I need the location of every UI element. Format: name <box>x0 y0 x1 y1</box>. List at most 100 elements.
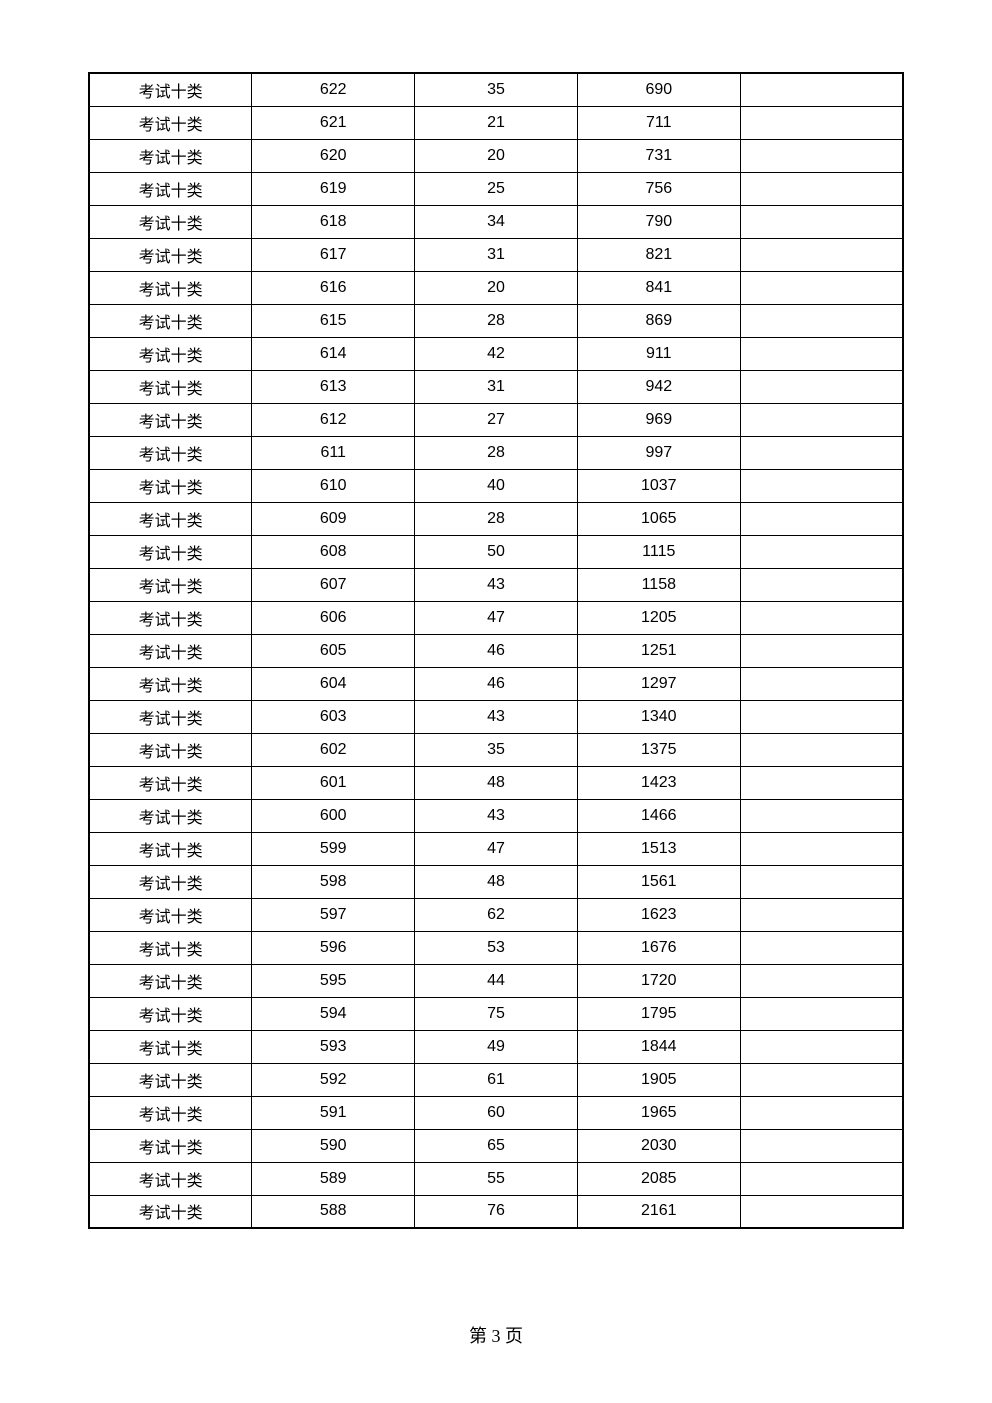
cell-category: 考试十类 <box>89 1063 252 1096</box>
cell-note <box>740 1030 903 1063</box>
table-row: 考试十类590652030 <box>89 1129 903 1162</box>
table-row: 考试十类593491844 <box>89 1030 903 1063</box>
cell-count: 35 <box>415 73 578 106</box>
cell-category: 考试十类 <box>89 238 252 271</box>
cell-note <box>740 1063 903 1096</box>
cell-category: 考试十类 <box>89 502 252 535</box>
cell-category: 考试十类 <box>89 799 252 832</box>
table-row: 考试十类61731821 <box>89 238 903 271</box>
cell-score: 590 <box>252 1129 415 1162</box>
cell-cumulative: 1115 <box>577 535 740 568</box>
cell-score: 613 <box>252 370 415 403</box>
cell-cumulative: 1375 <box>577 733 740 766</box>
cell-score: 611 <box>252 436 415 469</box>
cell-category: 考试十类 <box>89 73 252 106</box>
cell-count: 43 <box>415 568 578 601</box>
cell-count: 48 <box>415 865 578 898</box>
cell-count: 21 <box>415 106 578 139</box>
cell-cumulative: 1205 <box>577 601 740 634</box>
table-row: 考试十类61442911 <box>89 337 903 370</box>
cell-cumulative: 969 <box>577 403 740 436</box>
cell-note <box>740 898 903 931</box>
cell-note <box>740 205 903 238</box>
table-row: 考试十类602351375 <box>89 733 903 766</box>
cell-score: 597 <box>252 898 415 931</box>
cell-score: 620 <box>252 139 415 172</box>
cell-score: 615 <box>252 304 415 337</box>
cell-category: 考试十类 <box>89 634 252 667</box>
cell-note <box>740 634 903 667</box>
cell-note <box>740 1195 903 1228</box>
cell-score: 621 <box>252 106 415 139</box>
table-row: 考试十类596531676 <box>89 931 903 964</box>
cell-score: 604 <box>252 667 415 700</box>
cell-cumulative: 790 <box>577 205 740 238</box>
cell-category: 考试十类 <box>89 172 252 205</box>
cell-count: 43 <box>415 700 578 733</box>
cell-cumulative: 1795 <box>577 997 740 1030</box>
cell-score: 589 <box>252 1162 415 1195</box>
cell-count: 76 <box>415 1195 578 1228</box>
cell-count: 75 <box>415 997 578 1030</box>
cell-cumulative: 1513 <box>577 832 740 865</box>
cell-note <box>740 73 903 106</box>
cell-cumulative: 1423 <box>577 766 740 799</box>
cell-cumulative: 1340 <box>577 700 740 733</box>
cell-cumulative: 2030 <box>577 1129 740 1162</box>
cell-score: 588 <box>252 1195 415 1228</box>
cell-note <box>740 832 903 865</box>
table-row: 考试十类598481561 <box>89 865 903 898</box>
cell-score: 607 <box>252 568 415 601</box>
cell-category: 考试十类 <box>89 436 252 469</box>
cell-count: 48 <box>415 766 578 799</box>
cell-category: 考试十类 <box>89 568 252 601</box>
cell-category: 考试十类 <box>89 139 252 172</box>
cell-note <box>740 1129 903 1162</box>
cell-note <box>740 1162 903 1195</box>
cell-cumulative: 997 <box>577 436 740 469</box>
table-row: 考试十类594751795 <box>89 997 903 1030</box>
cell-score: 606 <box>252 601 415 634</box>
cell-category: 考试十类 <box>89 865 252 898</box>
cell-count: 53 <box>415 931 578 964</box>
cell-score: 599 <box>252 832 415 865</box>
cell-score: 601 <box>252 766 415 799</box>
table-row: 考试十类609281065 <box>89 502 903 535</box>
cell-note <box>740 502 903 535</box>
cell-cumulative: 1037 <box>577 469 740 502</box>
cell-score: 614 <box>252 337 415 370</box>
cell-score: 608 <box>252 535 415 568</box>
cell-note <box>740 436 903 469</box>
table-row: 考试十类61925756 <box>89 172 903 205</box>
table-row: 考试十类601481423 <box>89 766 903 799</box>
cell-category: 考试十类 <box>89 1096 252 1129</box>
table-row: 考试十类600431466 <box>89 799 903 832</box>
cell-cumulative: 2085 <box>577 1162 740 1195</box>
cell-cumulative: 841 <box>577 271 740 304</box>
table-row: 考试十类61620841 <box>89 271 903 304</box>
cell-count: 60 <box>415 1096 578 1129</box>
cell-count: 31 <box>415 370 578 403</box>
cell-score: 595 <box>252 964 415 997</box>
cell-cumulative: 1905 <box>577 1063 740 1096</box>
cell-category: 考试十类 <box>89 733 252 766</box>
cell-count: 46 <box>415 667 578 700</box>
cell-category: 考试十类 <box>89 370 252 403</box>
cell-score: 602 <box>252 733 415 766</box>
table-row: 考试十类592611905 <box>89 1063 903 1096</box>
cell-note <box>740 403 903 436</box>
cell-cumulative: 869 <box>577 304 740 337</box>
cell-cumulative: 1623 <box>577 898 740 931</box>
cell-cumulative: 942 <box>577 370 740 403</box>
cell-note <box>740 997 903 1030</box>
cell-cumulative: 1297 <box>577 667 740 700</box>
cell-count: 61 <box>415 1063 578 1096</box>
table-row: 考试十类610401037 <box>89 469 903 502</box>
table-row: 考试十类595441720 <box>89 964 903 997</box>
cell-score: 592 <box>252 1063 415 1096</box>
cell-cumulative: 1844 <box>577 1030 740 1063</box>
cell-category: 考试十类 <box>89 271 252 304</box>
cell-category: 考试十类 <box>89 667 252 700</box>
page-content: 考试十类62235690考试十类62121711考试十类62020731考试十类… <box>0 0 992 1229</box>
cell-count: 42 <box>415 337 578 370</box>
